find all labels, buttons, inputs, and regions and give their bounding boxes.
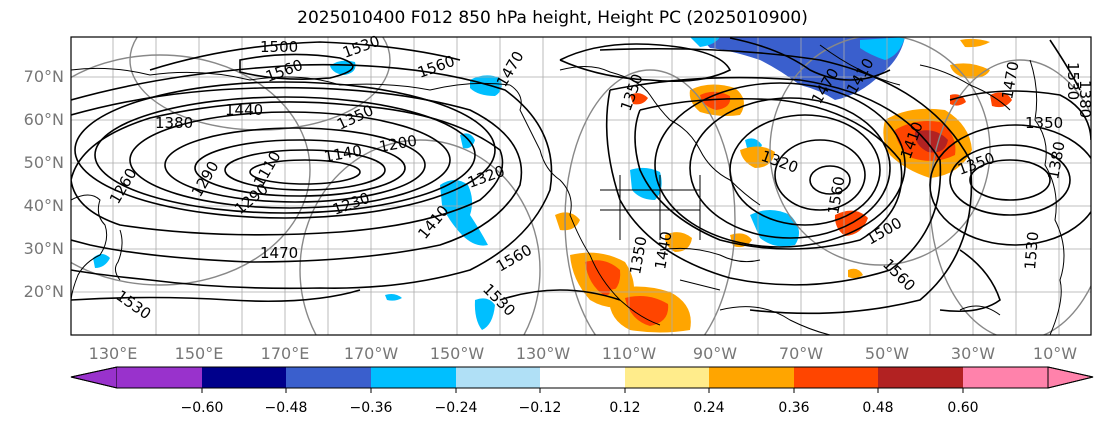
- colorbar-bin: [456, 367, 540, 388]
- lon-label: 130°E: [88, 344, 138, 363]
- colorbar-bin: [963, 367, 1048, 388]
- lat-label: 70°N: [23, 67, 64, 86]
- lon-label: 90°W: [692, 344, 738, 363]
- colorbar-tick-label: 0.60: [947, 400, 979, 416]
- contour-label: 1380: [155, 114, 193, 132]
- height-contours: [71, 37, 1091, 315]
- colorbar-tick-label: −0.60: [180, 400, 224, 416]
- colorbar-bin: [371, 367, 456, 388]
- contour-label: 1530: [1064, 62, 1082, 100]
- colorbar-tick-label: −0.36: [349, 400, 393, 416]
- colorbar-right-extend: [1047, 366, 1094, 389]
- lon-label: 110°W: [601, 344, 657, 363]
- colorbar-tick-label: 0.48: [862, 400, 894, 416]
- contour-label: 1440: [225, 101, 263, 119]
- contour-label: 1500: [260, 38, 298, 56]
- colorbar-bin: [202, 367, 286, 388]
- colorbar-bin: [540, 367, 625, 388]
- map-title: 2025010400 F012 850 hPa height, Height P…: [297, 8, 808, 28]
- lon-label: 30°W: [950, 344, 996, 363]
- lon-label: 150°W: [429, 344, 485, 363]
- colorbar: [70, 366, 1094, 393]
- lon-label: 70°W: [778, 344, 824, 363]
- plot-frame: [70, 36, 1092, 336]
- lat-label: 30°N: [23, 239, 64, 258]
- coastlines: [71, 44, 1065, 335]
- colorbar-bin: [117, 367, 202, 388]
- lat-label: 60°N: [23, 110, 64, 129]
- colorbar-bin: [794, 367, 878, 388]
- colorbar-outline: [70, 366, 1094, 389]
- lon-label: 130°W: [515, 344, 571, 363]
- colorbar-bin: [286, 367, 371, 388]
- colorbar-tick-label: −0.12: [518, 400, 562, 416]
- colorbar-tick-label: 0.36: [778, 400, 810, 416]
- contour-label: 1350: [1025, 114, 1063, 132]
- lon-label: 50°W: [864, 344, 910, 363]
- colorbar-bin: [878, 367, 963, 388]
- contour-label: 1380: [1076, 80, 1094, 118]
- lat-label: 50°N: [23, 153, 64, 172]
- lat-label: 20°N: [23, 282, 64, 301]
- colorbar-tick-label: −0.48: [264, 400, 308, 416]
- colorbar-tick-label: −0.24: [434, 400, 478, 416]
- contour-label: 1470: [260, 244, 298, 262]
- colorbar-tick-label: 0.24: [693, 400, 725, 416]
- lon-label: 150°E: [174, 344, 224, 363]
- colorbar-left-extend: [70, 366, 118, 389]
- colorbar-bin: [625, 367, 709, 388]
- contour-label: 1530: [1021, 231, 1042, 271]
- colorbar-bin: [709, 367, 794, 388]
- lon-label: 170°W: [343, 344, 399, 363]
- lon-label: 10°W: [1032, 344, 1078, 363]
- colorbar-tick-label: 0.12: [609, 400, 641, 416]
- reference-circles: [71, 37, 1091, 335]
- lat-label: 40°N: [23, 196, 64, 215]
- plot-background: [71, 37, 1091, 335]
- lon-label: 170°E: [260, 344, 310, 363]
